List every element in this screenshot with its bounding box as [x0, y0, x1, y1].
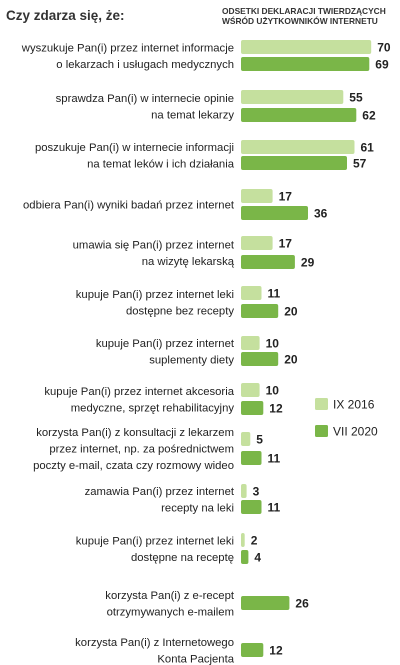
data-label: 17 [279, 190, 293, 204]
data-label: 11 [268, 501, 281, 515]
category-label: na temat lekarzy [151, 109, 234, 121]
bar [241, 236, 273, 250]
category-label: korzysta Pan(i) z Internetowego [75, 637, 234, 649]
legend-swatch [315, 425, 328, 437]
data-label: 11 [268, 452, 281, 466]
bar [241, 500, 262, 514]
bar [241, 352, 279, 366]
category-label: medyczne, sprzęt rehabilitacyjny [71, 402, 235, 414]
category-label: o lekarzach i usługach medycznych [56, 59, 234, 71]
data-label: 62 [362, 109, 376, 123]
subtitle-line-2: WŚRÓD UŻYTKOWNIKÓW INTERNETU [222, 16, 378, 26]
category-label: poczty e-mail, czata czy rozmowy wideo [33, 460, 234, 472]
data-label: 5 [256, 433, 263, 447]
data-label: 12 [269, 402, 283, 416]
data-label: 3 [253, 485, 260, 499]
category-label: dostępne na receptę [131, 552, 234, 564]
subtitle-line-1: ODSETKI DEKLARACJI TWIERDZĄCYCH [222, 6, 386, 16]
data-label: 29 [301, 256, 315, 270]
chart-subtitle: ODSETKI DEKLARACJI TWIERDZĄCYCH WŚRÓD UŻ… [222, 6, 398, 26]
data-label: 10 [266, 384, 280, 398]
category-label: kupuje Pan(i) przez internet leki [76, 535, 234, 547]
data-label: 57 [353, 157, 367, 171]
data-label: 36 [314, 207, 328, 221]
bar [241, 90, 344, 104]
bar [241, 304, 279, 318]
bar [241, 189, 273, 203]
data-label: 70 [377, 41, 391, 55]
bar [241, 108, 357, 122]
category-label: na temat leków i ich działania [87, 158, 235, 170]
data-label: 2 [251, 534, 258, 548]
category-label: przez internet, np. za pośrednictwem [49, 444, 234, 456]
data-label: 20 [284, 353, 298, 367]
bar [241, 401, 264, 415]
data-label: 10 [266, 337, 280, 351]
category-label: korzysta Pan(i) z konsultacji z lekarzem [36, 427, 234, 439]
category-label: zamawia Pan(i) przez internet [85, 486, 235, 498]
data-label: 17 [279, 237, 293, 251]
data-label: 26 [295, 597, 309, 611]
data-label: 69 [375, 58, 389, 72]
bar [241, 156, 347, 170]
legend-swatch [315, 398, 328, 410]
data-label: 61 [361, 141, 375, 155]
bar [241, 40, 372, 54]
bar [241, 484, 247, 498]
category-label: wyszukuje Pan(i) przez internet informac… [21, 42, 234, 54]
bar [241, 57, 370, 71]
bar [241, 596, 290, 610]
bar [241, 533, 245, 547]
bar [241, 206, 308, 220]
chart-title: Czy zdarza się, że: [6, 8, 125, 23]
category-label: umawia się Pan(i) przez internet [73, 239, 235, 251]
data-label: 12 [269, 644, 283, 658]
category-label: odbiera Pan(i) wyniki badań przez intern… [23, 200, 235, 212]
category-label: dostępne bez recepty [126, 305, 234, 317]
bar [241, 286, 262, 300]
bar [241, 432, 251, 446]
data-label: 55 [349, 91, 363, 105]
category-label: recepty na leki [161, 502, 234, 514]
data-label: 11 [268, 287, 281, 301]
category-label: sprawdza Pan(i) w internecie opinie [56, 93, 234, 105]
legend-label: VII 2020 [333, 425, 378, 439]
bar [241, 255, 295, 269]
bar [241, 643, 264, 657]
data-label: 20 [284, 305, 298, 319]
bar [241, 550, 249, 564]
category-label: kupuje Pan(i) przez internet [96, 338, 235, 350]
bar [241, 140, 355, 154]
category-label: kupuje Pan(i) przez internet leki [76, 289, 234, 301]
category-label: otrzymywanych e-mailem [107, 606, 234, 618]
bar [241, 336, 260, 350]
category-label: suplementy diety [149, 354, 234, 366]
category-label: poszukuje Pan(i) w internecie informacji [35, 142, 234, 154]
category-label: kupuje Pan(i) przez internet akcesoria [44, 386, 234, 398]
category-label: na wizytę lekarską [142, 256, 235, 268]
data-label: 4 [254, 551, 261, 565]
bar [241, 383, 260, 397]
category-label: Konta Pacjenta [157, 653, 234, 665]
bar [241, 451, 262, 465]
category-label: korzysta Pan(i) z e-recept [105, 590, 235, 602]
legend-label: IX 2016 [333, 398, 375, 412]
